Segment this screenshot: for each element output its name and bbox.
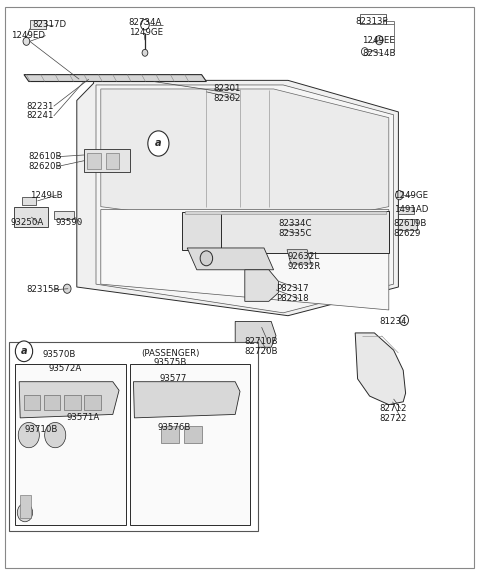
Text: 1249LB: 1249LB [30,191,63,200]
Circle shape [45,422,66,448]
Polygon shape [221,211,389,253]
Text: P82317: P82317 [276,284,309,293]
Text: 82334C: 82334C [278,219,312,228]
Text: a: a [21,346,27,356]
Polygon shape [77,80,398,316]
Text: 93570B: 93570B [42,350,76,359]
Circle shape [17,503,33,522]
Bar [184,426,202,443]
Text: 82315B: 82315B [26,285,60,294]
Text: 93590: 93590 [55,218,83,227]
Text: 93575B: 93575B [154,358,187,367]
Text: 1249GE: 1249GE [129,28,163,37]
Bar [20,495,31,518]
Polygon shape [182,212,389,250]
Circle shape [142,49,148,56]
Circle shape [148,131,169,156]
Text: 93576B: 93576B [157,422,191,432]
Polygon shape [101,210,389,310]
Bar [15,364,126,525]
Bar [9,342,258,531]
Polygon shape [287,250,311,264]
Text: 81234: 81234 [379,317,407,326]
Text: 92632R: 92632R [288,262,322,271]
Circle shape [15,341,33,362]
Circle shape [400,315,408,325]
Text: 82302: 82302 [214,94,241,103]
Text: 93250A: 93250A [11,218,44,227]
Polygon shape [235,321,276,347]
Polygon shape [24,75,206,82]
Text: 1249EE: 1249EE [362,36,395,45]
Circle shape [141,20,149,30]
Text: a: a [155,138,162,149]
Text: 1249GE: 1249GE [394,191,428,200]
Circle shape [361,48,368,56]
Polygon shape [245,270,278,301]
Text: 93577: 93577 [159,374,187,383]
Bar [24,395,40,410]
Bar [87,153,101,169]
Text: 82722: 82722 [379,414,407,423]
Circle shape [63,284,71,293]
Text: P82318: P82318 [276,294,309,303]
Circle shape [23,37,30,45]
Bar [360,14,386,24]
Polygon shape [96,85,394,313]
Circle shape [18,422,39,448]
Text: 82301: 82301 [214,84,241,94]
Bar [161,426,179,443]
Polygon shape [398,207,414,214]
Text: 82314B: 82314B [362,49,396,59]
Bar [64,395,81,410]
Polygon shape [187,248,274,270]
Text: 82710B: 82710B [245,337,278,346]
Text: 82335C: 82335C [278,229,312,238]
Text: 82619B: 82619B [394,219,427,228]
Polygon shape [14,207,48,227]
Circle shape [375,36,383,45]
Text: 82629: 82629 [394,229,421,238]
Text: 82620B: 82620B [29,162,62,171]
Polygon shape [355,333,406,405]
Text: 93710B: 93710B [25,425,59,434]
Polygon shape [19,382,119,418]
Bar [130,364,250,525]
Circle shape [200,251,213,266]
Circle shape [396,191,403,200]
Text: 82734A: 82734A [129,18,162,28]
Text: 82317D: 82317D [33,20,67,29]
Text: 82231: 82231 [26,102,54,111]
Polygon shape [133,382,240,418]
Bar [84,395,101,410]
Text: 92632L: 92632L [288,252,320,261]
Polygon shape [101,89,389,230]
Text: 1249ED: 1249ED [11,31,45,40]
Bar [44,395,60,410]
Polygon shape [398,219,417,230]
Text: 82720B: 82720B [245,347,278,356]
Polygon shape [185,211,386,214]
Polygon shape [22,197,36,205]
Polygon shape [54,211,74,219]
Text: (PASSENGER): (PASSENGER) [142,348,200,358]
Bar [106,153,119,169]
Text: 82241: 82241 [26,111,54,121]
Text: 93572A: 93572A [49,364,82,373]
Polygon shape [30,20,46,29]
Text: 82712: 82712 [379,404,407,413]
Polygon shape [84,149,130,172]
Text: 82610B: 82610B [29,152,62,161]
Text: 1491AD: 1491AD [394,205,428,214]
Text: 82313F: 82313F [355,17,388,26]
Text: 93571A: 93571A [66,413,99,422]
